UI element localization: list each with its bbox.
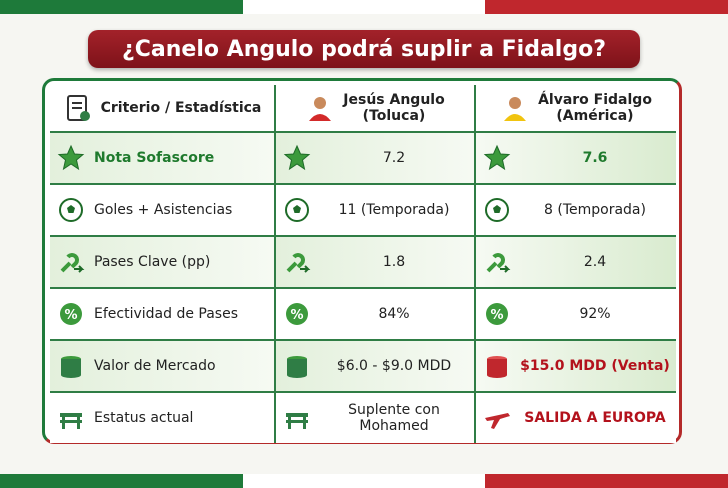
svg-text:%: % [290,308,303,323]
player-name: Jesús Angulo [343,92,445,108]
criterion-cell: Nota Sofascore [50,133,274,183]
criterion-cell: Valor de Mercado [50,341,274,391]
value-text: 7.6 [582,150,608,166]
header-player2: Álvaro Fidalgo (América) [476,85,676,131]
title: ¿Canelo Angulo podrá suplir a Fidalgo? [88,30,640,68]
value-cell: Suplente con Mohamed [276,393,474,443]
icon [287,356,307,378]
icon [483,144,511,171]
value-text: 8 (Temporada) [544,202,646,218]
value-cell: 1.8 [276,237,474,287]
icon [286,413,308,429]
icon: % [486,303,508,325]
value-cell: 2.4 [476,237,676,287]
criterion-cell: Estatus actual [50,393,274,443]
criterion-text: Nota Sofascore [94,150,215,166]
icon [59,198,83,222]
icon [286,253,311,273]
criterion-text: Valor de Mercado [94,358,216,374]
icon [487,356,507,378]
player-name: Álvaro Fidalgo [538,92,652,108]
criterion-text: Pases Clave (pp) [94,254,211,270]
icon [486,253,511,273]
value-text: 92% [579,306,611,322]
value-cell: 11 (Temporada) [276,185,474,235]
value-text: SALIDA A EUROPA [524,410,666,426]
value-cell: % 92% [476,289,676,339]
value-text: 11 (Temporada) [338,202,450,218]
criterion-text: Estatus actual [94,410,194,426]
svg-text:%: % [490,308,503,323]
value-cell: SALIDA A EUROPA [476,393,676,443]
icon [60,253,85,273]
icon [485,198,509,222]
value-text: 84% [378,306,410,322]
value-cell: $6.0 - $9.0 MDD [276,341,474,391]
icon [60,413,82,429]
value-text: 7.2 [382,150,406,166]
header-player1: Jesús Angulo (Toluca) [276,85,474,131]
icon [61,356,81,378]
value-text: $15.0 MDD (Venta) [520,358,670,374]
icon [285,198,309,222]
value-cell: 8 (Temporada) [476,185,676,235]
criterion-cell: Pases Clave (pp) [50,237,274,287]
icon [283,144,311,171]
criterion-cell: % Efectividad de Pases [50,289,274,339]
player-team: (Toluca) [362,108,426,124]
icon: % [60,303,82,325]
value-text: 1.8 [382,254,406,270]
icon [57,144,85,171]
value-text: 2.4 [583,254,607,270]
value-cell: 7.6 [476,133,676,183]
header-criterion: Criterio / Estadística [50,85,274,131]
svg-text:%: % [64,308,77,323]
value-text: $6.0 - $9.0 MDD [336,358,452,374]
criterion-text: Goles + Asistencias [94,202,233,218]
value-cell: % 84% [276,289,474,339]
icon [485,413,510,429]
value-cell: $15.0 MDD (Venta) [476,341,676,391]
criterion-cell: Goles + Asistencias [50,185,274,235]
icon: % [286,303,308,325]
comparison-table: Criterio / Estadística Jesús Angulo (Tolu… [50,85,676,443]
header-text: Criterio / Estadística [100,100,262,116]
value-text: Suplente con Mohamed [348,402,440,434]
criterion-text: Efectividad de Pases [94,306,238,322]
value-cell: 7.2 [276,133,474,183]
player-team: (América) [556,108,634,124]
